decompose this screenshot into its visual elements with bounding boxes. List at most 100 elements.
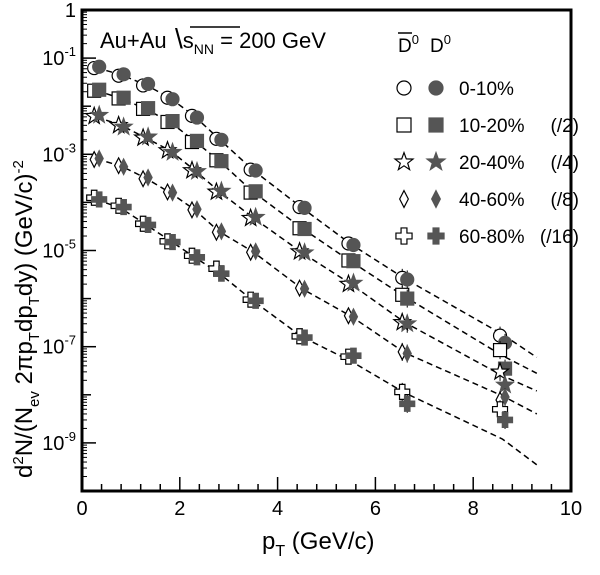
x-tick-label: 8 xyxy=(468,498,479,520)
axis-ticks xyxy=(81,9,572,492)
x-tick-label: 6 xyxy=(370,498,381,520)
legend-entry-label: 20-40% xyxy=(459,153,525,174)
x-tick-label: 10 xyxy=(560,498,582,520)
d0-point xyxy=(248,184,263,199)
d0-point xyxy=(216,222,227,241)
energy-rest: = 200 GeV xyxy=(214,28,326,53)
d0-point xyxy=(496,411,514,429)
fit-curve xyxy=(96,89,538,374)
y-tick-exponent: -5 xyxy=(64,237,76,252)
x-tick-label: 4 xyxy=(272,498,283,520)
legend-header-d0: D0 xyxy=(430,32,451,57)
legend-marker-open xyxy=(396,80,412,96)
fit-curve xyxy=(96,116,538,392)
d0-point xyxy=(397,313,418,333)
y-tick-exponent: -3 xyxy=(64,140,76,155)
d0-point xyxy=(346,237,361,253)
fit-curve xyxy=(96,67,538,359)
d0-point xyxy=(94,149,104,168)
system-label: Au+Au xyxy=(100,28,167,53)
energy-label: \sNN = 200 GeV xyxy=(175,23,326,57)
d0-point xyxy=(143,168,153,187)
d0-point xyxy=(189,110,205,125)
d0-point xyxy=(245,206,266,226)
legend-header-d0bar-sup: 0 xyxy=(412,32,419,47)
d0-point xyxy=(140,76,156,92)
d0-point xyxy=(165,114,180,129)
d0-point xyxy=(211,180,232,200)
d0-point xyxy=(299,279,310,298)
legend-entry-scale: (/4) xyxy=(551,153,580,174)
d0-point xyxy=(297,221,312,237)
d0-point xyxy=(167,183,178,202)
d0-point xyxy=(92,82,107,97)
d0-point xyxy=(250,242,261,261)
fit-curve xyxy=(96,158,538,415)
d0-point xyxy=(214,132,229,147)
legend-marker-open xyxy=(395,227,413,245)
y-axis-title: d2N/(Nev 2πpTdpTdy) (GeV/c)-2 xyxy=(10,160,43,478)
d0-point xyxy=(294,242,315,262)
y-tick-exponent: -1 xyxy=(64,44,76,59)
legend-entry-scale: (/8) xyxy=(551,190,580,211)
d0-point xyxy=(140,101,156,116)
d0-point xyxy=(192,200,202,219)
d0-point xyxy=(189,133,205,148)
d0-point xyxy=(343,272,364,292)
d0-point xyxy=(400,291,415,306)
y-tick-label: 10-9 xyxy=(42,429,76,455)
d0-point xyxy=(116,90,131,105)
y-tick-exponent: -9 xyxy=(64,429,76,444)
legend-marker-filled xyxy=(430,189,442,209)
legend-header-d0-sup: 0 xyxy=(444,32,451,47)
d0-point xyxy=(164,233,181,251)
d0-point xyxy=(188,249,206,266)
x-axis-title: pT (GeV/c) xyxy=(262,528,374,560)
y-axis-title-part: dy) (GeV/c) xyxy=(11,173,38,296)
legend-entry-label: 60-80% xyxy=(459,227,525,248)
legend-entry-label: 40-60% xyxy=(459,190,525,211)
d0-point xyxy=(248,163,263,178)
d0bar-point xyxy=(490,361,511,381)
d0-point xyxy=(162,141,183,161)
x-axis-rest: (GeV/c) xyxy=(285,528,374,555)
d0-point xyxy=(186,160,207,180)
legend-marker-filled xyxy=(425,150,447,172)
legend-marker-filled xyxy=(428,80,444,96)
legend-marker-filled xyxy=(427,227,445,245)
y-axis-title-part: N/(N xyxy=(11,407,38,456)
legend-entry-label: 10-20% xyxy=(459,116,525,137)
d0-point xyxy=(91,191,108,208)
y-tick-label: 10-5 xyxy=(42,237,76,263)
d0-point xyxy=(116,67,131,82)
legend-entry-scale: (/2) xyxy=(551,116,580,137)
x-axis-sub: T xyxy=(275,543,285,560)
energy-sub: NN xyxy=(194,41,214,57)
y-tick-base: 1 xyxy=(65,0,76,22)
legend: D0 D00-10%10-20% (/2)20-40% (/4)40-60% (/8)6… xyxy=(393,32,580,248)
legend-marker-open xyxy=(393,150,415,172)
y-axis-title-part: 2 xyxy=(10,456,27,464)
legend-entry-label: 0-10% xyxy=(459,79,514,100)
y-axis-title-part: -2 xyxy=(10,160,27,173)
legend-marker-open xyxy=(396,117,412,133)
y-axis-title-part: ev xyxy=(26,391,43,407)
data-points xyxy=(84,59,516,429)
y-tick-base: 10 xyxy=(42,337,64,359)
y-axis-title-part: d xyxy=(11,465,38,478)
d0-point xyxy=(115,198,132,216)
y-tick-base: 10 xyxy=(42,48,64,70)
y-tick-base: 10 xyxy=(42,241,64,263)
legend-marker-open xyxy=(398,189,410,209)
x-tick-label: 0 xyxy=(76,498,87,520)
y-axis-title-part: dp xyxy=(11,305,38,332)
d0-point xyxy=(214,154,229,169)
d0-point xyxy=(296,329,313,346)
d0-point xyxy=(399,395,416,412)
d0-point xyxy=(92,59,107,74)
d0-point xyxy=(213,265,230,282)
legend-header-d0bar-main: D xyxy=(398,36,412,57)
y-tick-base: 10 xyxy=(42,433,64,455)
d0-point xyxy=(348,307,359,326)
d0-point xyxy=(402,344,412,363)
